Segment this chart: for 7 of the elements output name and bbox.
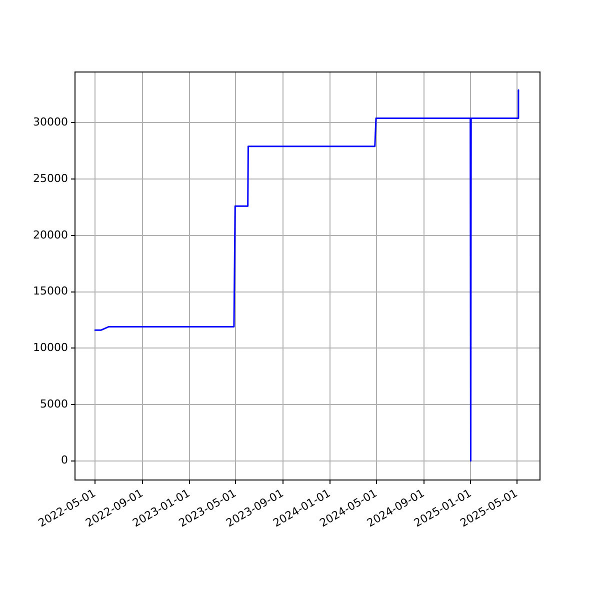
- y-tick-label: 25000: [33, 172, 68, 185]
- y-tick-label: 0: [61, 454, 68, 467]
- y-tick-label: 10000: [33, 340, 68, 354]
- y-tick-label: 15000: [33, 284, 68, 298]
- y-tick-label: 5000: [40, 397, 68, 410]
- y-tick-label: 30000: [33, 116, 68, 129]
- y-tick-label: 20000: [33, 228, 68, 242]
